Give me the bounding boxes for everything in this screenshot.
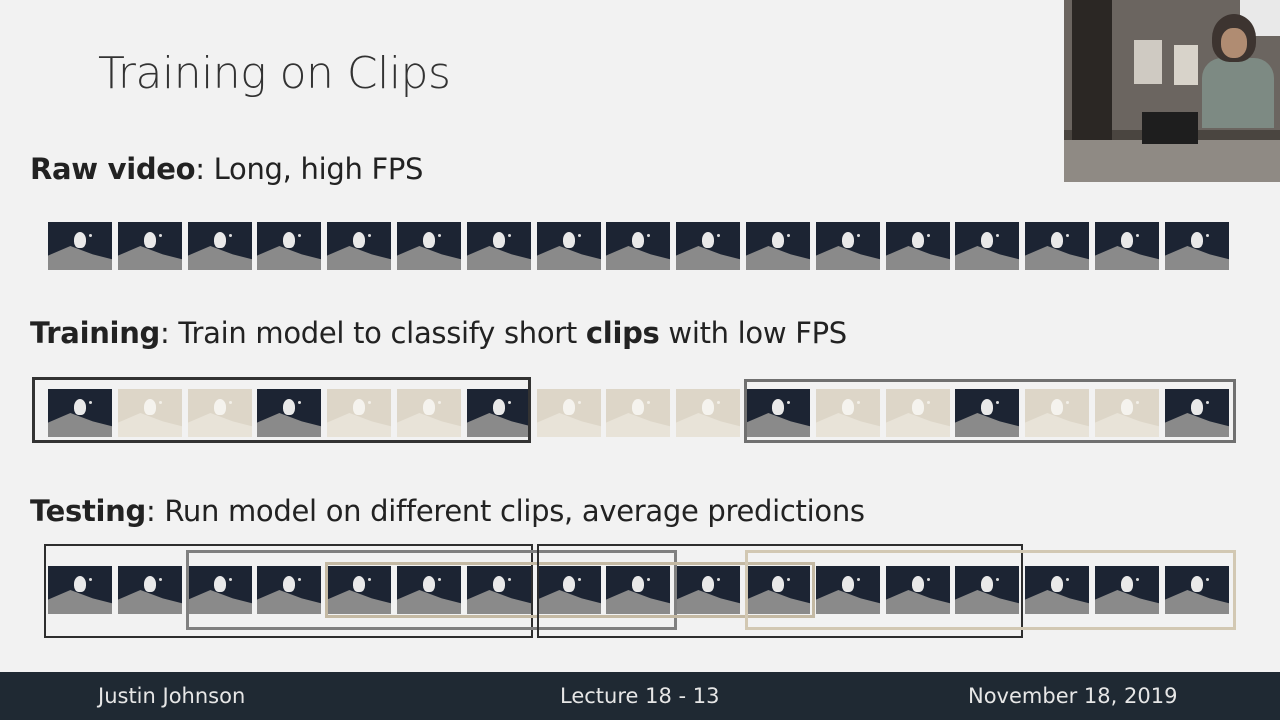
video-frame [1165, 389, 1229, 437]
video-frame [676, 389, 740, 437]
raw-video-heading: Raw video: Long, high FPS [30, 152, 423, 186]
video-frame [537, 566, 601, 614]
footer-lecture: Lecture 18 - 13 [560, 684, 720, 708]
video-frame [1095, 566, 1159, 614]
video-frame [886, 566, 950, 614]
video-frame [467, 389, 531, 437]
testing-clip-box-4 [537, 544, 1023, 638]
slide-title: Training on Clips [98, 48, 451, 99]
training-label: Training [30, 316, 160, 350]
training-text-2: with low FPS [659, 316, 847, 350]
video-frame [1025, 389, 1089, 437]
video-frame [1095, 389, 1159, 437]
video-frame [746, 222, 810, 270]
testing-label: Testing [30, 494, 146, 528]
video-frame [886, 389, 950, 437]
video-frame [257, 222, 321, 270]
video-frame [397, 222, 461, 270]
presenter-webcam [1064, 0, 1280, 182]
training-text-1: : Train model to classify short [160, 316, 586, 350]
video-frame [327, 566, 391, 614]
video-frame [1165, 566, 1229, 614]
video-frame [48, 222, 112, 270]
video-frame [257, 566, 321, 614]
video-frame [188, 222, 252, 270]
video-frame [606, 566, 670, 614]
raw-video-label: Raw video [30, 152, 196, 186]
video-frame [955, 566, 1019, 614]
training-clip-box-1 [32, 377, 531, 443]
video-frame [1095, 222, 1159, 270]
video-frame [118, 389, 182, 437]
video-frame [676, 566, 740, 614]
video-frame [327, 389, 391, 437]
video-frame [467, 566, 531, 614]
video-frame [816, 389, 880, 437]
video-frame [746, 566, 810, 614]
testing-clip-box-5 [745, 550, 1236, 630]
training-clip-box-2 [744, 379, 1236, 443]
training-heading: Training: Train model to classify short … [30, 316, 847, 350]
video-frame [955, 389, 1019, 437]
video-frame [1025, 566, 1089, 614]
video-frame [537, 222, 601, 270]
video-frame [188, 566, 252, 614]
video-frame [1025, 222, 1089, 270]
video-frame [327, 222, 391, 270]
testing-clip-box-1 [44, 544, 533, 638]
footer-author: Justin Johnson [98, 684, 246, 708]
video-frame [886, 222, 950, 270]
video-frame [537, 389, 601, 437]
video-frame [816, 566, 880, 614]
testing-clip-box-3 [325, 562, 815, 618]
video-frame [606, 222, 670, 270]
video-frame [955, 222, 1019, 270]
training-clips-word: clips [585, 316, 660, 350]
video-frame [676, 222, 740, 270]
video-frame [397, 566, 461, 614]
video-frame [188, 389, 252, 437]
slide-footer: Justin Johnson Lecture 18 - 13 November … [0, 672, 1280, 720]
footer-date: November 18, 2019 [968, 684, 1178, 708]
video-frame [48, 566, 112, 614]
video-frame [606, 389, 670, 437]
video-frame [746, 389, 810, 437]
video-frame [397, 389, 461, 437]
testing-text: : Run model on different clips, average … [145, 494, 865, 528]
testing-heading: Testing: Run model on different clips, a… [30, 494, 865, 528]
video-frame [48, 389, 112, 437]
video-frame [816, 222, 880, 270]
video-frame [1165, 222, 1229, 270]
video-frame [118, 222, 182, 270]
video-frame [257, 389, 321, 437]
raw-video-text: : Long, high FPS [195, 152, 424, 186]
video-frame [467, 222, 531, 270]
testing-clip-box-2 [186, 550, 677, 630]
video-frame [118, 566, 182, 614]
